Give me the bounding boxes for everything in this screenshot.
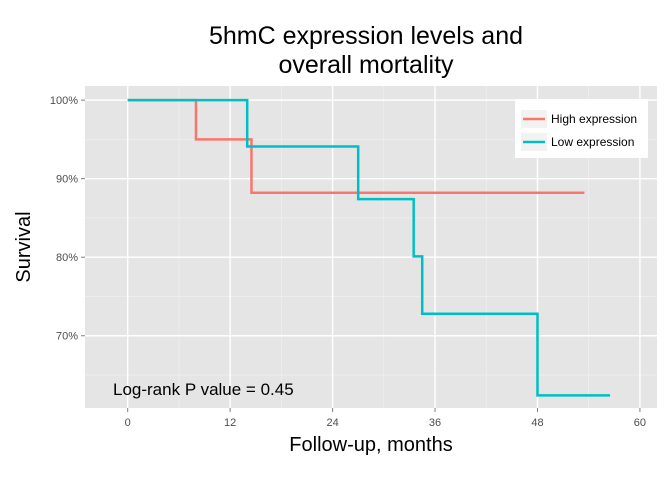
y-tick-label: 90% <box>56 174 78 186</box>
y-tick-label: 100% <box>50 95 78 107</box>
legend: High expression Low expression <box>515 99 648 158</box>
series-layer <box>127 98 611 397</box>
x-tick-label: 36 <box>429 417 441 429</box>
y-axis: 70% 80% 90% 100% <box>50 95 85 343</box>
x-tick-label: 60 <box>634 417 646 429</box>
series-line-low-expression <box>127 98 611 397</box>
x-axis-title: Follow-up, months <box>289 434 452 456</box>
chart-title-line-1: 5hmC expression levels and <box>209 22 523 50</box>
legend-label-low-expression: Low expression <box>551 135 634 149</box>
y-tick-label: 80% <box>56 252 78 264</box>
x-tick-label: 24 <box>326 417 338 429</box>
x-tick-label: 0 <box>125 417 131 429</box>
log-rank-annotation: Log-rank P value = 0.45 <box>113 380 294 399</box>
legend-label-high-expression: High expression <box>551 112 637 126</box>
chart-title: 5hmC expression levels and overall morta… <box>209 22 523 79</box>
y-tick-label: 70% <box>56 331 78 343</box>
chart-title-line-2: overall mortality <box>278 51 454 79</box>
y-axis-title: Survival <box>13 211 35 282</box>
x-axis: 0 12 24 36 48 60 <box>125 408 646 429</box>
x-tick-label: 48 <box>531 417 543 429</box>
x-tick-label: 12 <box>224 417 236 429</box>
